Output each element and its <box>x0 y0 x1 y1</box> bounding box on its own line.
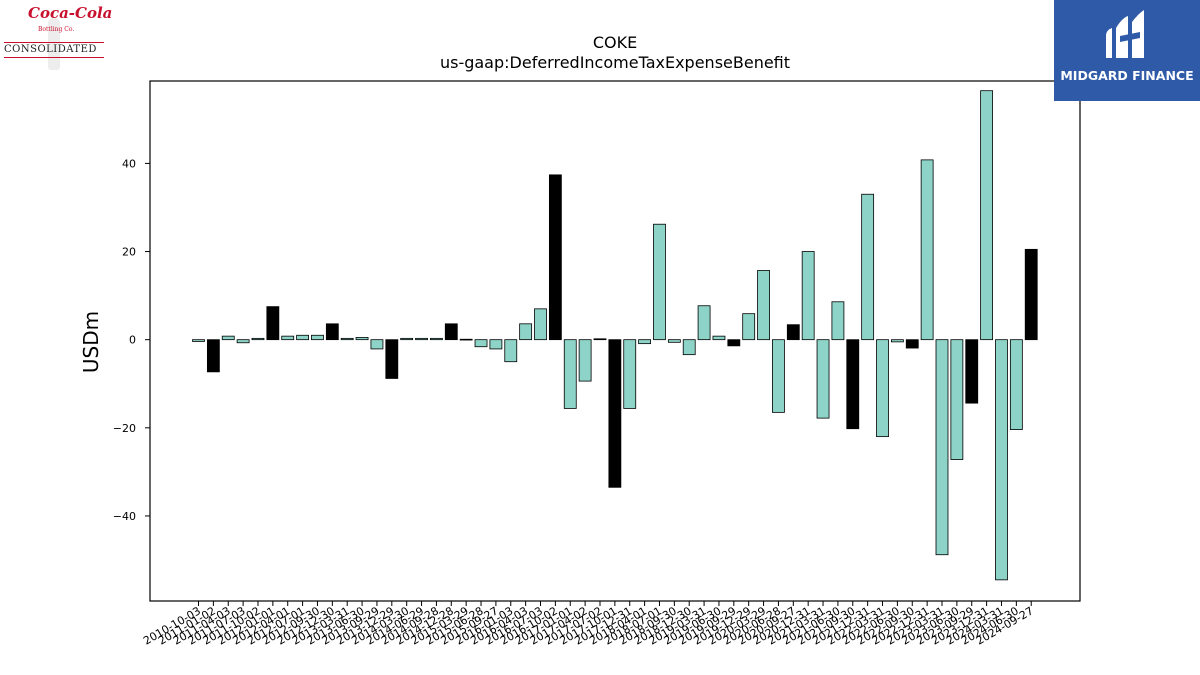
coke-logo-script: Coca-Cola <box>28 4 113 22</box>
bar-2020-09-27 <box>786 324 800 341</box>
bar-2012-01-01 <box>266 306 280 341</box>
bar-2020-03-29 <box>757 270 770 341</box>
bar-2012-09-30 <box>311 334 324 341</box>
y-axis-ticks: −40 −20 0 20 40 <box>113 157 150 523</box>
bar-2017-07-02 <box>593 338 607 341</box>
bar-2018-07-01 <box>653 223 666 341</box>
chart-subtitle: us-gaap:DeferredIncomeTaxExpenseBenefit <box>440 53 790 72</box>
bar-2022-03-31 <box>876 339 889 438</box>
bar-2016-01-03 <box>504 339 518 363</box>
bar-2011-04-03 <box>221 335 235 341</box>
bar-2011-10-02 <box>251 337 265 341</box>
bar-2013-09-29 <box>370 339 384 350</box>
y-tick-label: 40 <box>122 157 136 170</box>
midgard-finance-logo: MIDGARD FINANCE <box>1054 0 1200 101</box>
bar-2017-12-31 <box>623 339 637 409</box>
bar-2023-06-30 <box>950 339 964 460</box>
y-axis-label: USDm <box>79 311 103 373</box>
y-tick-label: −20 <box>113 422 136 435</box>
coke-logo-small-text: Bottling Co. <box>38 26 75 33</box>
bar-2014-12-28 <box>444 323 458 341</box>
bar-2016-04-03 <box>519 323 533 341</box>
bar-2017-04-02 <box>578 339 592 382</box>
bar-2022-09-30 <box>905 339 919 349</box>
bar-2015-09-27 <box>489 339 503 350</box>
bar-2018-09-30 <box>667 339 681 343</box>
bar-2018-12-30 <box>682 339 696 356</box>
y-tick-label: 20 <box>122 246 136 259</box>
logo-rule-top <box>4 42 104 43</box>
plot-frame <box>149 80 1081 602</box>
bar-2014-09-28 <box>430 337 443 341</box>
bar-2022-12-31 <box>920 159 934 341</box>
bar-2019-06-30 <box>712 335 726 341</box>
midgard-logo-name: MIDGARD FINANCE <box>1060 68 1194 83</box>
bar-2013-06-30 <box>355 337 369 341</box>
bar-2012-12-30 <box>325 323 339 341</box>
bar-2021-12-31 <box>861 193 875 341</box>
bar-2017-10-01 <box>608 339 622 488</box>
bar-2016-07-03 <box>534 308 547 341</box>
bar-2019-03-31 <box>697 305 711 341</box>
bar-2014-06-29 <box>415 337 428 341</box>
bar-2019-12-29 <box>742 313 756 341</box>
bar-2015-03-29 <box>459 338 473 341</box>
midgard-mark-icon <box>1106 10 1144 58</box>
bar-2024-06-30 <box>1009 339 1023 430</box>
bar-2024-03-31 <box>995 339 1008 581</box>
bar-2021-03-31 <box>816 339 830 419</box>
chart-title: COKE <box>593 33 637 52</box>
bar-2020-12-31 <box>801 251 815 341</box>
bar-2023-09-29 <box>965 339 979 404</box>
bar-2023-03-31 <box>935 339 949 556</box>
bars-group <box>192 90 1038 581</box>
bar-2011-01-02 <box>206 339 220 373</box>
coke-logo-word: CONSOLIDATED <box>4 44 97 55</box>
bar-2018-04-01 <box>638 339 651 345</box>
bar-2019-09-29 <box>727 339 741 347</box>
bar-2013-12-29 <box>385 339 399 379</box>
bar-2015-06-28 <box>474 339 488 348</box>
bar-2023-12-31 <box>980 90 994 341</box>
bar-2021-09-30 <box>846 339 860 430</box>
y-tick-label: 0 <box>129 334 136 347</box>
coke-consolidated-logo: Coca-Cola Bottling Co. CONSOLIDATED <box>4 4 112 70</box>
y-tick-label: −40 <box>113 510 136 523</box>
bar-2016-10-02 <box>548 174 562 341</box>
bar-2010-10-03 <box>192 339 205 342</box>
logo-rule-bottom <box>4 57 104 58</box>
x-axis-ticks: 2010-10-032011-01-022011-04-032011-07-03… <box>141 601 1036 648</box>
bar-2024-09-27 <box>1024 248 1038 341</box>
bar-2014-03-30 <box>400 337 414 341</box>
bar-2022-06-30 <box>890 339 904 343</box>
bar-2021-06-30 <box>831 301 845 341</box>
bar-2013-03-31 <box>340 337 354 341</box>
bar-2020-06-28 <box>772 339 785 413</box>
bar-2012-07-01 <box>296 334 309 341</box>
bar-2011-07-03 <box>236 339 250 344</box>
bar-2012-04-01 <box>281 335 295 341</box>
bar-2017-01-01 <box>563 339 577 409</box>
